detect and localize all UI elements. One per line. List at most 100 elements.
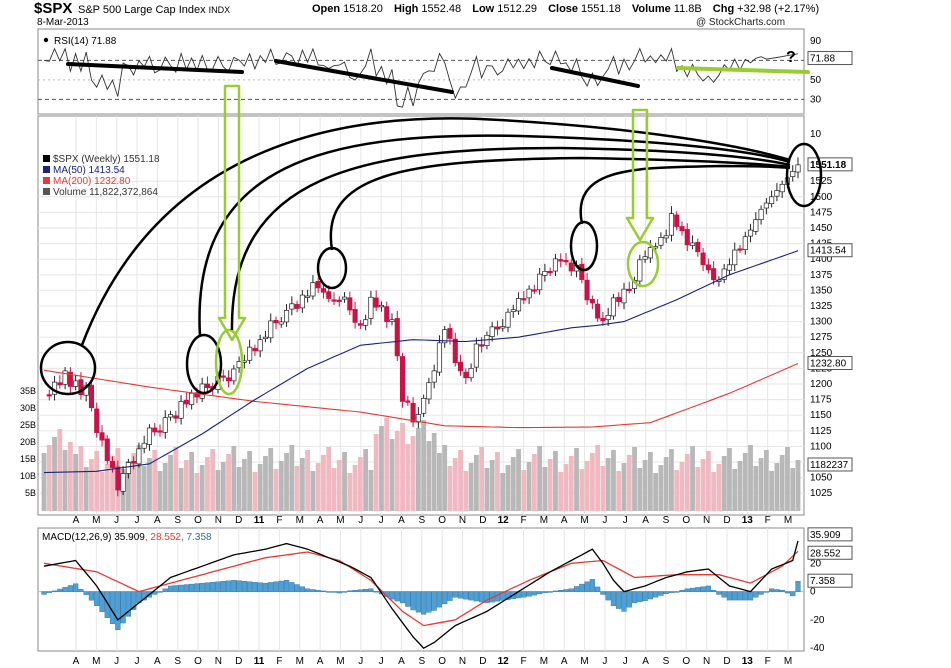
macd-histogram-bar <box>310 589 316 592</box>
macd-histogram-bar <box>695 587 701 592</box>
macd-histogram-bar <box>104 591 110 618</box>
x-tick-label-bottom: N <box>459 656 466 667</box>
candle-body <box>46 394 52 397</box>
x-tick-label-bottom: S <box>418 656 425 667</box>
volume-label: Volume <box>631 3 671 15</box>
volume-bar <box>510 457 516 511</box>
candle-body <box>790 171 796 177</box>
candle-body <box>373 297 379 308</box>
volume-bar <box>46 445 52 511</box>
macd-histogram-bar <box>679 590 685 592</box>
volume-bar <box>579 469 585 511</box>
volume-bar <box>199 465 205 511</box>
candle-body <box>721 268 727 280</box>
volume-bar <box>104 464 110 511</box>
x-tick-label: F <box>520 515 526 526</box>
rsi-tick-label: 10 <box>810 129 822 140</box>
macd-value-label-box <box>807 527 853 542</box>
macd-histogram-bar <box>220 581 226 592</box>
macd-histogram-bar <box>357 589 363 592</box>
candle-body <box>742 236 748 250</box>
x-tick-label-bottom: M <box>336 656 344 667</box>
macd-histogram-bar <box>62 587 68 592</box>
candle-body <box>705 264 711 271</box>
volume-bar <box>621 463 627 511</box>
x-tick-label-bottom: 13 <box>742 656 754 667</box>
volume-bar <box>131 453 137 511</box>
volume-bar <box>273 469 279 511</box>
x-tick-label: F <box>765 515 771 526</box>
macd-histogram-bar <box>716 591 722 595</box>
candle-body <box>494 326 501 330</box>
x-tick-label: O <box>438 515 446 526</box>
macd-histogram-bar <box>278 580 284 592</box>
volume-bar <box>168 455 173 511</box>
candle-body <box>141 442 147 449</box>
candle-body <box>331 299 337 302</box>
macd-histogram-bar <box>436 591 443 608</box>
x-tick-label-bottom: A <box>398 656 405 667</box>
volume-bar <box>368 470 374 511</box>
x-tick-label-bottom: O <box>194 656 202 667</box>
macd-signal-line <box>43 550 799 627</box>
candle-body <box>67 371 73 387</box>
volume-bar <box>110 456 115 511</box>
macd-histogram-bar <box>463 591 469 600</box>
macd-histogram-bar <box>405 591 411 607</box>
volume-bar <box>62 450 68 511</box>
candle-body <box>341 296 348 300</box>
x-tick-label-bottom: J <box>379 656 384 667</box>
price-legend-entry: $SPX (Weekly) 1551.18 <box>53 154 160 165</box>
macd-histogram-bar <box>183 584 189 592</box>
macd-histogram-bar <box>210 581 216 592</box>
macd-value-label: 35.909 <box>810 530 841 541</box>
rsi-legend-dot <box>43 37 49 43</box>
price-tick-label: 1375 <box>810 270 833 281</box>
candle-body <box>294 304 300 309</box>
x-tick-label-bottom: S <box>174 656 181 667</box>
volume-bar <box>616 471 622 511</box>
macd-histogram-bar <box>83 591 89 595</box>
volume-bar <box>595 445 601 511</box>
macd-histogram-bar <box>373 591 379 593</box>
x-tick-label: A <box>154 515 161 526</box>
x-tick-label-bottom: D <box>723 656 730 667</box>
rsi-trendline <box>274 59 454 94</box>
macd-tick-label: 20 <box>810 558 822 569</box>
macd-histogram-bar <box>241 581 247 592</box>
volume-bar <box>431 433 437 511</box>
macd-histogram-bar <box>521 591 527 598</box>
candle-body <box>769 196 775 205</box>
volume-bar <box>215 470 221 511</box>
volume-bar <box>563 464 569 511</box>
volume-bar <box>78 446 84 511</box>
volume-bar <box>658 465 664 511</box>
watermark: @ StockCharts.com <box>696 17 786 28</box>
volume-bar <box>500 473 506 511</box>
volume-bar <box>516 449 521 511</box>
candle-body <box>689 242 696 246</box>
macd-histogram-bar <box>647 591 653 600</box>
candle-body <box>510 309 516 312</box>
candle-body <box>626 288 632 291</box>
candle-body <box>225 377 232 382</box>
macd-histogram-bar <box>305 588 311 592</box>
candle-body <box>758 208 764 221</box>
candle-body <box>357 323 363 326</box>
x-tick-label-bottom: M <box>296 656 304 667</box>
volume-bar <box>379 426 384 511</box>
macd-histogram-bar <box>637 591 643 603</box>
volume-tick-label: 5B <box>25 488 36 498</box>
x-tick-label: J <box>379 515 384 526</box>
volume-bar <box>336 460 342 511</box>
volume-tick-label: 35B <box>20 386 36 396</box>
macd-histogram-bar <box>336 591 342 594</box>
candle-body <box>668 213 675 236</box>
annotation-circle <box>39 340 97 396</box>
volume-bar <box>542 467 548 511</box>
candle-body <box>595 303 601 319</box>
price-tick-label: 1400 <box>810 254 833 265</box>
macd-tick-label: -20 <box>810 615 825 626</box>
macd-histogram-bar <box>579 583 585 592</box>
volume-bar <box>421 420 427 511</box>
